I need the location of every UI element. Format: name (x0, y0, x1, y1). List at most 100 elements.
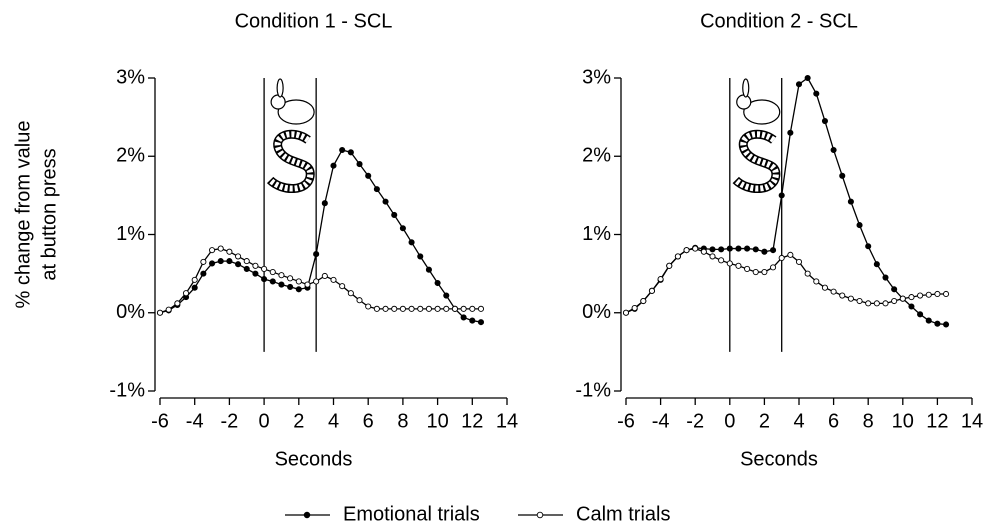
data-point (409, 240, 414, 245)
legend-marker (537, 512, 543, 518)
data-point (322, 201, 327, 206)
data-point (693, 246, 698, 251)
data-point (209, 248, 214, 253)
x-tick-label: -6 (151, 410, 169, 432)
data-point (340, 284, 345, 289)
data-point (470, 306, 475, 311)
stimulus-icons (270, 79, 314, 189)
data-point (701, 249, 706, 254)
figure: Condition 1 - SCL-1%0%1%2%3%-6-4-2024681… (0, 0, 992, 530)
data-point (840, 173, 845, 178)
data-point (753, 247, 758, 252)
y-axis-label: % change from value (12, 121, 34, 309)
data-point (279, 282, 284, 287)
data-point (262, 266, 267, 271)
data-point (667, 263, 672, 268)
x-tick-label: 0 (259, 410, 270, 432)
data-point (157, 310, 162, 315)
x-tick-label: 14 (496, 410, 518, 432)
data-point (244, 259, 249, 264)
data-point (192, 277, 197, 282)
data-point (262, 277, 267, 282)
data-point (848, 199, 853, 204)
data-point (478, 320, 483, 325)
data-point (175, 301, 180, 306)
data-point (658, 277, 663, 282)
y-tick-label: 0% (116, 301, 145, 323)
data-point (892, 287, 897, 292)
data-point (909, 295, 914, 300)
legend-label: Calm trials (576, 503, 670, 525)
data-point (710, 254, 715, 259)
y-tick-label: 0% (582, 301, 611, 323)
legend-marker (304, 512, 310, 518)
data-point (288, 276, 293, 281)
data-point (736, 263, 741, 268)
data-point (166, 307, 171, 312)
data-point (279, 273, 284, 278)
data-point (874, 301, 879, 306)
data-point (288, 284, 293, 289)
x-tick-label: -2 (686, 410, 704, 432)
rabbit-ear (743, 79, 749, 97)
data-point (883, 275, 888, 280)
data-point (805, 271, 810, 276)
data-point (270, 279, 275, 284)
x-tick-label: 12 (926, 410, 948, 432)
data-point (736, 246, 741, 251)
data-point (383, 306, 388, 311)
data-point (796, 82, 801, 87)
data-point (892, 298, 897, 303)
data-point (426, 267, 431, 272)
data-point (409, 306, 414, 311)
data-point (918, 312, 923, 317)
data-point (822, 285, 827, 290)
series-line (626, 78, 946, 324)
data-point (762, 249, 767, 254)
data-point (400, 226, 405, 231)
data-point (779, 255, 784, 260)
x-tick-label: 6 (828, 410, 839, 432)
data-point (770, 265, 775, 270)
data-point (727, 246, 732, 251)
data-point (822, 118, 827, 123)
y-tick-label: 3% (116, 66, 145, 88)
data-point (943, 322, 948, 327)
data-point (632, 305, 637, 310)
data-point (331, 163, 336, 168)
x-tick-label: 10 (426, 410, 448, 432)
y-tick-label: 1% (116, 223, 145, 245)
data-point (201, 259, 206, 264)
y-tick-label: -1% (575, 379, 611, 401)
data-point (710, 247, 715, 252)
data-point (461, 315, 466, 320)
x-tick-label: 6 (363, 410, 374, 432)
data-point (235, 262, 240, 267)
data-point (348, 291, 353, 296)
data-point (935, 291, 940, 296)
series-line (626, 249, 946, 313)
data-point (866, 301, 871, 306)
data-point (400, 306, 405, 311)
data-point (357, 298, 362, 303)
series-line (160, 150, 481, 322)
data-point (762, 269, 767, 274)
data-point (623, 310, 628, 315)
data-point (444, 306, 449, 311)
data-point (183, 291, 188, 296)
data-point (392, 212, 397, 217)
data-point (719, 258, 724, 263)
data-point (753, 269, 758, 274)
data-point (444, 293, 449, 298)
data-point (675, 254, 680, 259)
x-tick-label: 14 (961, 410, 983, 432)
data-point (383, 199, 388, 204)
y-tick-label: -1% (109, 379, 145, 401)
legend-label: Emotional trials (343, 503, 480, 525)
data-point (331, 277, 336, 282)
data-point (745, 246, 750, 251)
data-point (814, 91, 819, 96)
data-point (909, 304, 914, 309)
data-point (340, 147, 345, 152)
rabbit-ear (277, 79, 283, 97)
